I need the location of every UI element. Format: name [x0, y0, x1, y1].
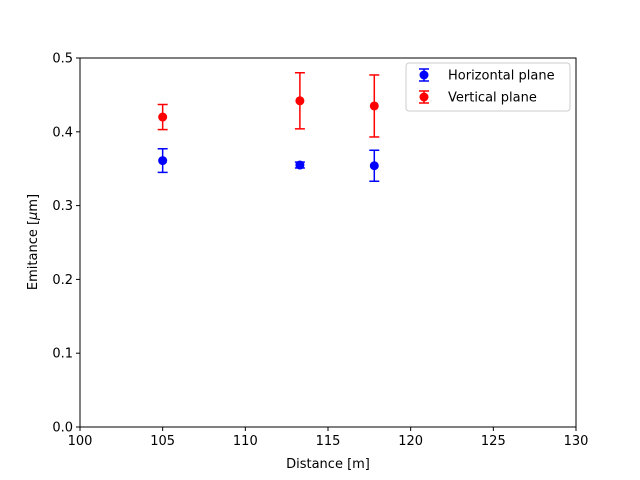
vertical-plane-point-2: [294, 72, 305, 130]
legend-marker: [419, 70, 429, 80]
x-axis-label: Distance [m]: [286, 457, 370, 472]
x-tick-label: 105: [150, 434, 175, 449]
legend-entry: Horizontal plane: [419, 68, 555, 84]
legend-frame: [405, 62, 571, 112]
data-point: [295, 160, 305, 170]
data-point: [158, 112, 168, 122]
y-tick-label: 0.2: [52, 273, 73, 288]
y-tick-label: 0.5: [52, 52, 73, 67]
legend-marker: [419, 92, 429, 102]
horizontal-plane-point-1: [157, 148, 168, 174]
legend: Horizontal plane Vertical plane: [405, 62, 571, 112]
y-axis-ticks: 0.0 0.1 0.2 0.3 0.4 0.5: [52, 52, 80, 436]
x-tick-label: 100: [68, 434, 93, 449]
y-tick-label: 0.1: [52, 347, 73, 362]
legend-label: Vertical plane: [448, 91, 537, 106]
vertical-plane-point-3: [369, 74, 380, 138]
x-tick-label: 115: [316, 434, 341, 449]
x-tick-label: 110: [233, 434, 258, 449]
vertical-plane-point-1: [157, 103, 168, 131]
horizontal-plane-point-3: [369, 149, 380, 182]
data-marks: [157, 72, 380, 182]
x-tick-label: 120: [398, 434, 423, 449]
y-axis-label-mu: μ: [26, 212, 41, 221]
y-tick-label: 0.0: [52, 421, 73, 436]
legend-entry: Vertical plane: [419, 90, 537, 106]
x-tick-label: 125: [481, 434, 506, 449]
y-axis-label-suffix: m]: [26, 194, 41, 212]
x-tick-label: 130: [564, 434, 589, 449]
horizontal-plane-point-2: [294, 160, 305, 170]
data-point: [369, 161, 379, 171]
y-tick-label: 0.3: [52, 199, 73, 214]
y-tick-label: 0.4: [52, 125, 73, 140]
y-axis-label-prefix: Emitance [: [26, 220, 41, 290]
data-point: [369, 101, 379, 111]
data-point: [158, 156, 168, 166]
legend-label: Horizontal plane: [448, 69, 555, 84]
x-axis-ticks: 100 105 110 115 120 125 130: [68, 427, 589, 449]
plot-area-frame: [79, 57, 577, 428]
data-point: [295, 96, 305, 106]
y-axis-label: Emitance [μm]: [26, 194, 41, 290]
